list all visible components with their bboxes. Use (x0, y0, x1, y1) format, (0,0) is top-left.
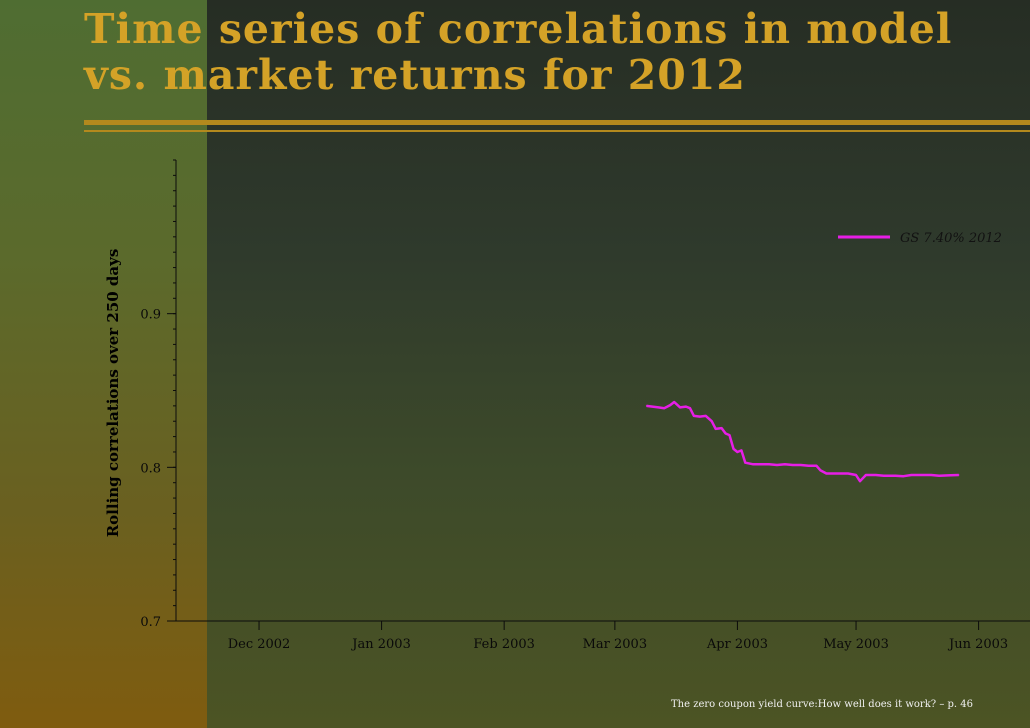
data-point (875, 474, 877, 476)
title-rule-thin (84, 130, 1030, 132)
x-tick-label: Jun 2003 (947, 637, 1008, 652)
data-point (902, 475, 905, 477)
x-tick-label: May 2003 (823, 637, 889, 652)
data-point (819, 469, 822, 471)
data-point (938, 475, 940, 477)
data-point (721, 427, 723, 429)
data-point (736, 451, 739, 453)
data-point (728, 434, 731, 436)
data-point (815, 465, 818, 467)
data-point (693, 415, 695, 417)
data-point (800, 464, 802, 466)
legend-label: GS 7.40% 2012 (900, 231, 1002, 246)
slide-footer: The zero coupon yield curve:How well doe… (671, 699, 973, 710)
x-tick-label: Mar 2003 (583, 637, 648, 652)
x-tick-label: Dec 2002 (228, 637, 291, 652)
x-tick-label: Apr 2003 (706, 637, 768, 652)
data-point (679, 406, 681, 408)
data-point (752, 463, 754, 465)
title-rule-thick (84, 120, 1030, 125)
data-point (699, 416, 701, 418)
y-tick-label: 0.8 (140, 461, 161, 476)
data-point (784, 463, 786, 465)
x-tick-label: Feb 2003 (473, 637, 535, 652)
data-point (930, 474, 932, 476)
x-tick-label: Jan 2003 (350, 637, 411, 652)
data-point (855, 474, 857, 476)
data-point (645, 405, 648, 407)
data-point (768, 463, 770, 465)
data-point (663, 407, 665, 409)
data-point (744, 462, 746, 464)
data-point (673, 401, 675, 403)
data-point (651, 406, 654, 408)
data-point (847, 472, 849, 475)
data-point (657, 406, 660, 408)
data-point (825, 472, 828, 475)
y-tick-label: 0.9 (140, 308, 161, 323)
slide-title: Time series of correlations in model vs.… (84, 5, 953, 99)
data-point (859, 480, 861, 482)
data-point (711, 420, 713, 422)
data-point (910, 474, 913, 476)
series-layer (645, 400, 960, 483)
data-point (776, 464, 778, 466)
data-point (895, 475, 897, 477)
data-point (883, 475, 885, 477)
data-point (950, 474, 952, 476)
data-point (689, 407, 691, 409)
data-point (808, 465, 810, 467)
data-point (760, 463, 762, 465)
data-point (685, 406, 687, 408)
legend: GS 7.40% 2012 (838, 231, 1002, 246)
data-point (725, 432, 727, 435)
data-point (958, 474, 960, 476)
data-point (922, 474, 924, 476)
data-point (835, 472, 837, 475)
data-point (792, 464, 794, 466)
data-point (669, 404, 671, 406)
data-point (732, 448, 735, 450)
axes: 0.7 0.8 0.9 Dec 2002 Jan 2003 Feb 2003 Mar 200… (140, 159, 1030, 652)
y-tick-label: 0.7 (140, 615, 161, 630)
data-point (740, 449, 743, 451)
series-line-0 (646, 400, 959, 483)
data-point (715, 428, 717, 430)
data-point (865, 474, 867, 476)
data-point (705, 415, 707, 417)
